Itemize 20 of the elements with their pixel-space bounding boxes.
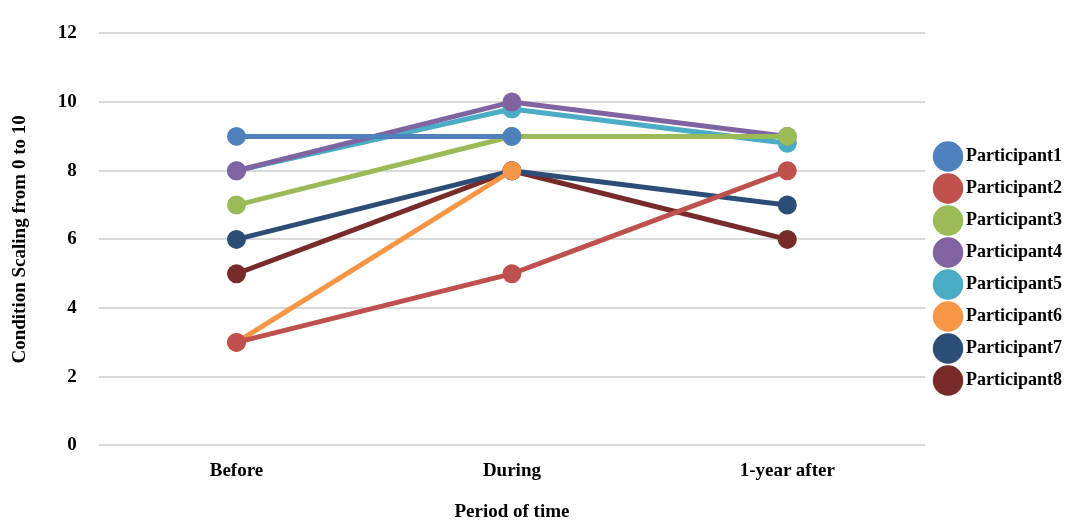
y-tick-label: 12 (57, 21, 77, 43)
legend-label: Participant7 (966, 337, 1063, 358)
legend-label: Participant4 (966, 241, 1063, 262)
x-tick-label: Before (209, 458, 264, 480)
y-tick-label: 0 (67, 433, 77, 455)
legend-label: Participant6 (966, 305, 1063, 326)
x-axis-title: Period of time (454, 499, 570, 521)
y-tick-label: 2 (67, 364, 77, 386)
x-tick-label: 1-year after (739, 458, 836, 480)
legend-label: Participant8 (966, 369, 1063, 390)
x-tick-label: During (482, 458, 542, 480)
y-tick-label: 6 (67, 227, 77, 249)
y-tick-label: 8 (67, 158, 77, 180)
legend-label: Participant2 (966, 177, 1063, 198)
legend-label: Participant3 (966, 209, 1063, 230)
y-axis-title: Condition Scaling from 0 to 10 (8, 115, 30, 364)
legend-label: Participant5 (966, 273, 1063, 294)
y-tick-label: 4 (67, 295, 78, 317)
legend-label: Participant1 (966, 145, 1063, 166)
y-tick-label: 10 (57, 89, 77, 111)
